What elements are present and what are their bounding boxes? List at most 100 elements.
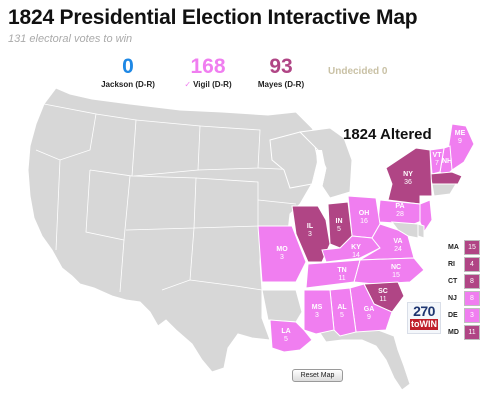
state-label-ga[interactable]: GA 9 [364, 306, 375, 322]
state-ma[interactable] [429, 171, 463, 185]
small-state-ma[interactable]: MA 15 [448, 239, 480, 256]
state-abbr: KY [351, 244, 361, 251]
small-state-abbr: DE [448, 312, 458, 319]
state-nc[interactable] [353, 257, 425, 285]
state-tn[interactable] [305, 259, 361, 289]
state-votes: 14 [352, 252, 360, 259]
state-abbr: NC [390, 264, 402, 271]
state-label-in[interactable]: IN 5 [336, 218, 343, 234]
state-abbr: TN [337, 267, 347, 274]
state-votes: 5 [340, 312, 344, 319]
state-abbr: MO [276, 246, 288, 253]
vigil-tally: 168 ✓ Vigil (D-R) [176, 55, 240, 89]
state-abbr: VT [432, 152, 442, 159]
state-label-vt[interactable]: VT 7 [433, 152, 442, 168]
state-ny[interactable] [385, 147, 433, 205]
270towin-logo[interactable]: 270 toWIN [407, 302, 441, 334]
state-abbr: IL [306, 223, 314, 230]
state-label-la[interactable]: LA 5 [281, 328, 290, 344]
state-nj[interactable] [419, 199, 433, 234]
state-label-ky[interactable]: KY 14 [351, 244, 361, 260]
state-label-me[interactable]: ME 9 [455, 130, 466, 146]
state-label-nc[interactable]: NC 15 [391, 264, 401, 280]
state-votes: 15 [392, 272, 400, 279]
small-state-votes[interactable]: 15 [464, 240, 480, 255]
undecided-count: Undecided 0 [328, 66, 388, 77]
small-state-nj[interactable]: NJ 8 [448, 290, 480, 307]
jackson-vote-count: 0 [122, 55, 134, 78]
votes-to-win-subtitle: 131 electoral votes to win [8, 33, 133, 45]
small-state-votes[interactable]: 8 [464, 291, 480, 306]
small-state-votes[interactable]: 11 [464, 325, 480, 340]
state-votes: 5 [284, 336, 288, 343]
state-abbr: VA [393, 238, 403, 245]
state-abbr: MS [311, 304, 323, 311]
state-la[interactable] [269, 319, 313, 353]
small-state-abbr: NJ [448, 295, 457, 302]
page-title: 1824 Presidential Election Interactive M… [8, 6, 418, 29]
state-abbr: OH [358, 210, 370, 217]
small-state-abbr: RI [448, 261, 455, 268]
state-label-sc[interactable]: SC 11 [378, 288, 388, 304]
state-label-il[interactable]: IL 3 [307, 223, 313, 239]
state-votes: 16 [360, 218, 368, 225]
arkansas-territory [261, 289, 303, 323]
state-abbr: NH [441, 158, 453, 165]
state-abbr: GA [363, 306, 375, 313]
vigil-vote-count: 168 [190, 55, 226, 78]
state-votes: 9 [367, 314, 371, 321]
state-de[interactable] [417, 223, 425, 239]
small-state-md[interactable]: MD 11 [448, 324, 480, 341]
state-votes: 3 [308, 231, 312, 238]
state-abbr: NY [403, 171, 413, 178]
vigil-label: Vigil (D-R) [193, 80, 232, 89]
state-ct-ri[interactable] [431, 183, 457, 197]
winner-check-icon: ✓ [184, 80, 192, 89]
state-label-ny[interactable]: NY 36 [403, 171, 413, 187]
mayes-vote-count: 93 [269, 55, 293, 78]
state-label-oh[interactable]: OH 16 [359, 210, 370, 226]
state-abbr: IN [335, 218, 343, 225]
state-label-nh[interactable]: NH [442, 158, 452, 166]
western-territory-region [27, 87, 321, 373]
small-state-votes[interactable]: 4 [464, 257, 480, 272]
reset-map-button[interactable]: Reset Map [292, 369, 343, 382]
state-votes: 11 [338, 275, 346, 282]
state-votes: 28 [396, 211, 404, 218]
state-votes: 3 [315, 312, 319, 319]
florida-territory [317, 329, 411, 391]
mayes-tally: 93 Mayes (D-R) [251, 55, 311, 89]
state-abbr: SC [378, 288, 388, 295]
logo-number: 270 [413, 303, 435, 319]
state-ms[interactable] [303, 289, 335, 335]
state-abbr: ME [454, 130, 466, 137]
altered-label: 1824 Altered [343, 126, 432, 143]
small-state-ri[interactable]: RI 4 [448, 256, 480, 273]
state-votes: 5 [337, 226, 341, 233]
state-mo[interactable] [257, 225, 307, 283]
state-votes: 7 [435, 160, 439, 167]
small-state-abbr: MA [448, 244, 459, 251]
state-label-va[interactable]: VA 24 [393, 238, 402, 254]
state-md[interactable] [390, 221, 419, 239]
state-votes: 24 [394, 246, 402, 253]
state-label-ms[interactable]: MS 3 [312, 304, 323, 320]
small-state-votes[interactable]: 3 [464, 308, 480, 323]
small-state-ct[interactable]: CT 8 [448, 273, 480, 290]
small-state-votes[interactable]: 8 [464, 274, 480, 289]
state-label-al[interactable]: AL 5 [337, 304, 346, 320]
lake-michigan [316, 150, 326, 188]
small-state-abbr: CT [448, 278, 458, 285]
territory-borders [35, 103, 301, 293]
state-vt[interactable] [429, 147, 445, 175]
state-label-mo[interactable]: MO 3 [276, 246, 287, 262]
vigil-label-line: ✓ Vigil (D-R) [176, 80, 240, 89]
small-state-de[interactable]: DE 3 [448, 307, 480, 324]
state-label-tn[interactable]: TN 11 [337, 267, 346, 283]
state-votes: 11 [379, 296, 387, 303]
state-va[interactable] [359, 223, 415, 261]
state-label-pa[interactable]: PA 28 [395, 203, 404, 219]
jackson-tally: 0 Jackson (D-R) [98, 55, 158, 89]
